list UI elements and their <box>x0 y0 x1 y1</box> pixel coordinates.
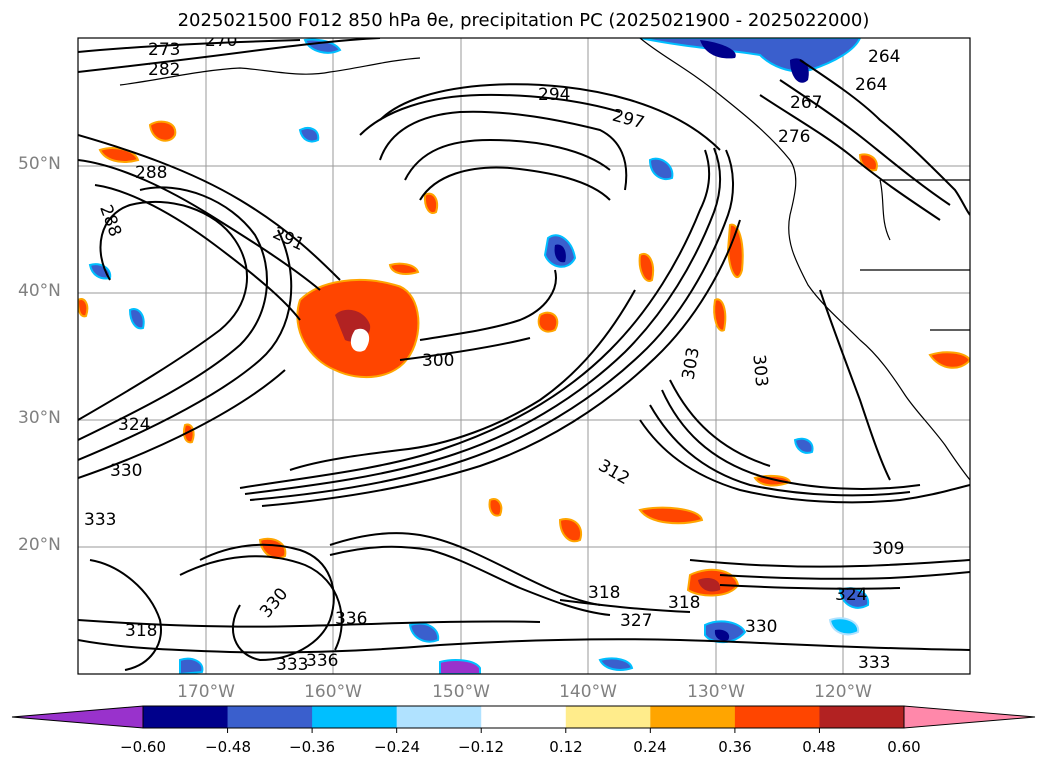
plot-frame <box>77 37 971 675</box>
contour-label: 336 <box>306 651 338 671</box>
colorbar-tick-label: 0.12 <box>549 738 583 756</box>
contour-label: 276 <box>778 127 810 147</box>
contour-label: 294 <box>538 85 570 105</box>
contour-label: 318 <box>125 621 157 641</box>
colorbar-tick-label: 0.48 <box>802 738 836 756</box>
contour-label: 318 <box>588 583 620 603</box>
contour-label: 333 <box>858 653 890 673</box>
contour-label: 324 <box>835 585 867 605</box>
contour-label: 333 <box>84 510 116 530</box>
lon-label: 160°W <box>304 682 362 702</box>
colorbar-tick-label: −0.12 <box>458 738 504 756</box>
coastlines <box>119 38 970 481</box>
colorbar-tick-label: 0.24 <box>633 738 667 756</box>
theta-e-contours <box>78 38 970 671</box>
contour-label: 300 <box>422 351 454 371</box>
contour-label: 336 <box>335 609 367 629</box>
lon-label: 120°W <box>814 682 872 702</box>
colorbar-tick-label: −0.48 <box>205 738 251 756</box>
lat-label: 30°N <box>18 408 61 428</box>
contour-label: 330 <box>110 461 142 481</box>
colorbar-tick-label: −0.36 <box>289 738 335 756</box>
contour-label: 264 <box>868 47 900 67</box>
contour-label: 270 <box>205 31 237 51</box>
lat-label: 40°N <box>18 281 61 301</box>
colorbar-tick-label: −0.24 <box>374 738 420 756</box>
precip-negative-shading <box>88 38 870 674</box>
contour-label: 333 <box>276 655 308 675</box>
colorbar-tick-label: 0.36 <box>718 738 752 756</box>
contour-label: 327 <box>620 611 652 631</box>
contour-label: 288 <box>135 163 167 183</box>
lon-label: 130°W <box>687 682 745 702</box>
contour-label: 324 <box>118 415 150 435</box>
contour-label: 303 <box>748 354 771 388</box>
colorbar-tick-label: −0.60 <box>120 738 166 756</box>
contour-label: 309 <box>872 539 904 559</box>
contour-label: 330 <box>745 617 777 637</box>
lat-label: 50°N <box>18 154 61 174</box>
contour-label: 264 <box>855 75 887 95</box>
contour-label: 273 <box>148 40 180 60</box>
lon-label: 150°W <box>432 682 490 702</box>
map-title: 2025021500 F012 850 hPa θe, precipitatio… <box>177 10 870 31</box>
lon-label: 170°W <box>177 682 235 702</box>
lon-label: 140°W <box>559 682 617 702</box>
colorbar-tick-label: 0.60 <box>887 738 921 756</box>
precip-positive-shading <box>78 120 970 597</box>
lat-label: 20°N <box>18 535 61 555</box>
contour-label: 282 <box>148 60 180 80</box>
contour-label: 318 <box>668 593 700 613</box>
contour-label: 267 <box>790 93 822 113</box>
